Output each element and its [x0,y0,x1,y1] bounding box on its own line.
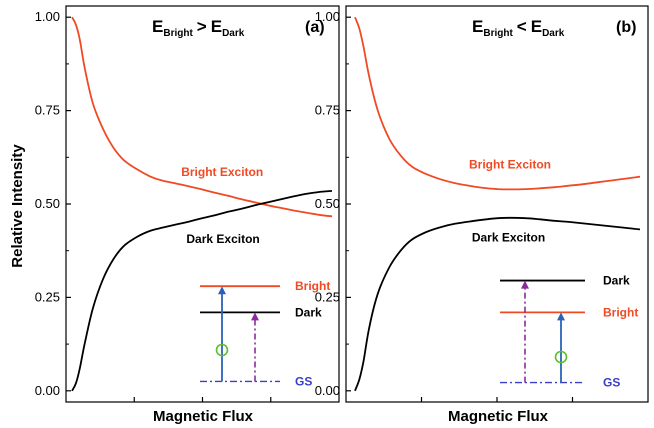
panel-b-title-lhs: E [472,17,483,36]
panel-b-y-tick-label: 0.50 [315,196,340,211]
panel-a-title-lhs: E [152,17,163,36]
panel-b-title-rhs-sub: Dark [542,28,565,39]
panel-a-y-tick-label: 0.50 [35,196,60,211]
panel-a-title-op: > [197,17,207,36]
panel-a-label: (a) [305,19,325,36]
panel-a-arrowhead-bright [218,286,226,295]
panel-b-series-dark-exciton [354,216,641,392]
panel-b-arrowhead-dark [521,280,529,289]
panel-b-inset: Dark Bright GS [500,274,638,390]
panel-b-series-bright-exciton [354,16,641,191]
panel-b-y-ticks: 0.00 0.25 0.50 0.75 1.00 [315,9,574,402]
panel-b-series: Bright Exciton Dark Exciton [354,16,641,392]
panel-a-y-ticks: 0.00 0.25 0.50 0.75 1.00 [35,9,272,402]
panel-a-series: Bright Exciton Dark Exciton [71,16,333,392]
panel-a-inset: Bright Dark GS [200,279,330,388]
panel-b-circle-marker [554,350,568,364]
panel-b-arrowhead-bright [557,312,565,321]
panel-a-level-label-gs: GS [295,374,312,388]
panel-a-level-label-bright: Bright [295,279,330,293]
panel-a-series-bright-exciton [71,16,333,218]
panel-b-title-rhs: E [531,17,542,36]
panel-b-y-tick-label: 1.00 [315,9,340,24]
panel-b-title-lhs-sub: Bright [483,28,513,39]
panel-b-annotation-bright-exciton: Bright Exciton [469,158,551,172]
panel-a-level-label-dark: Dark [295,305,322,319]
panel-a-y-tick-label: 0.00 [35,383,60,398]
panel-a: 0.00 0.25 0.50 0.75 1.00 Bright Exciton Dark … [35,5,340,425]
panel-b: 0.00 0.25 0.50 0.75 1.00 Bright Exciton Dark … [315,5,649,425]
panel-a-title-rhs-sub: Dark [222,28,245,39]
panel-b-x-label: Magnetic Flux [448,408,549,425]
panel-a-y-tick-label: 1.00 [35,9,60,24]
panel-a-title: EBright > EDark [152,17,245,39]
panel-b-annotation-dark-exciton: Dark Exciton [472,230,545,244]
panel-a-y-tick-label: 0.25 [35,289,60,304]
panel-a-arrowhead-dark [251,312,259,321]
panel-b-y-tick-label: 0.25 [315,289,340,304]
panel-b-title: EBright < EDark [472,17,565,39]
panel-a-series-dark-exciton [71,190,333,392]
panel-b-level-label-bright: Bright [603,305,638,319]
panel-b-title-op: < [517,17,527,36]
panel-a-x-label: Magnetic Flux [153,408,254,425]
panel-a-title-lhs-sub: Bright [163,28,193,39]
panel-b-label: (b) [616,19,636,36]
panel-b-level-label-dark: Dark [603,274,630,288]
panel-a-y-tick-label: 0.75 [35,103,60,118]
panel-b-level-label-gs: GS [603,376,620,390]
panel-b-frame [345,5,649,403]
panel-a-annotation-bright-exciton: Bright Exciton [181,165,263,179]
panel-b-y-tick-label: 0.00 [315,383,340,398]
panel-a-circle-marker [215,343,229,357]
panel-a-title-rhs: E [211,17,222,36]
y-axis-label: Relative Intensity [9,144,26,268]
panel-a-annotation-dark-exciton: Dark Exciton [186,232,259,246]
panel-b-y-tick-label: 0.75 [315,103,340,118]
panel-a-frame [65,5,340,403]
